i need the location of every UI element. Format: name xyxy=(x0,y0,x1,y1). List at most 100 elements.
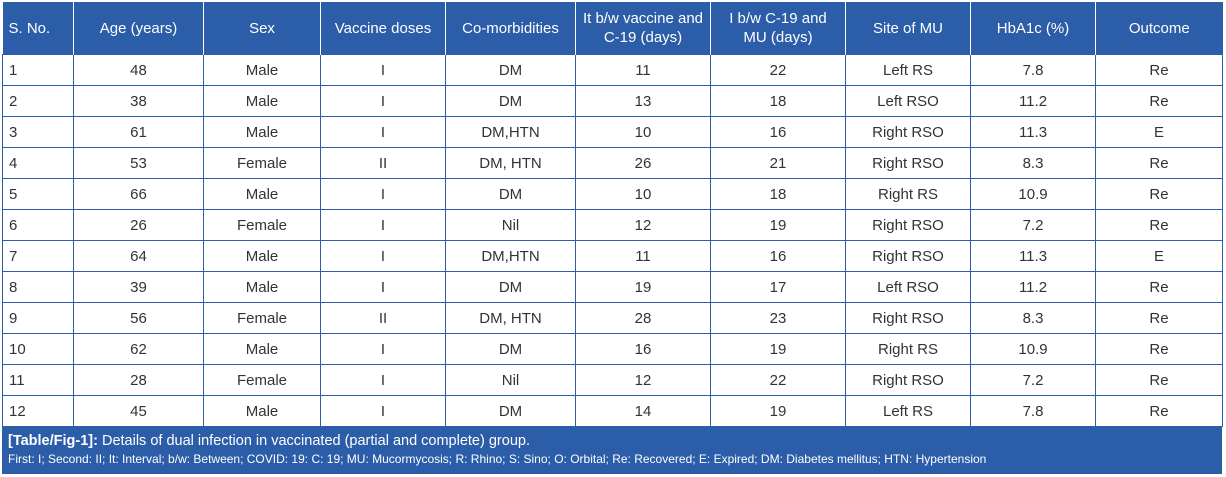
table-cell: 8.3 xyxy=(970,302,1096,334)
header-cell: Sex xyxy=(203,2,321,55)
table-cell: I xyxy=(320,116,446,148)
table-row: 10 62 Male I DM 16 19 Right RS 10.9 Re xyxy=(2,333,1223,365)
table-cell: DM xyxy=(445,395,576,427)
table-cell: Male xyxy=(203,178,321,210)
table-cell: 7.2 xyxy=(970,209,1096,241)
table-row: 8 39 Male I DM 19 17 Left RSO 11.2 Re xyxy=(2,271,1223,303)
table-cell: 11.2 xyxy=(970,271,1096,303)
table-cell: 13 xyxy=(575,85,711,117)
header-row: S. No. Age (years) Sex Vaccine doses Co-morb… xyxy=(2,2,1223,55)
table-cell: 21 xyxy=(710,147,846,179)
table-cell: Nil xyxy=(445,209,576,241)
table-cell: 7 xyxy=(2,240,74,272)
table-cell: 12 xyxy=(575,209,711,241)
table-cell: 45 xyxy=(73,395,204,427)
table-cell: E xyxy=(1095,116,1223,148)
table-cell: 16 xyxy=(710,116,846,148)
table-cell: I xyxy=(320,364,446,396)
table-cell: 11 xyxy=(575,240,711,272)
table-cell: 48 xyxy=(73,54,204,86)
table-cell: 1 xyxy=(2,54,74,86)
table-cell: I xyxy=(320,395,446,427)
table-cell: Female xyxy=(203,364,321,396)
table-cell: Right RSO xyxy=(845,240,971,272)
header-cell: Site of MU xyxy=(845,2,971,55)
table-cell: Male xyxy=(203,116,321,148)
table-cell: 18 xyxy=(710,85,846,117)
table-cell: I xyxy=(320,271,446,303)
header-cell: Age (years) xyxy=(73,2,204,55)
table-cell: Nil xyxy=(445,364,576,396)
table-row: 12 45 Male I DM 14 19 Left RS 7.8 Re xyxy=(2,395,1223,427)
table-cell: Female xyxy=(203,302,321,334)
caption-text: Details of dual infection in vaccinated … xyxy=(97,433,530,449)
table-cell: 18 xyxy=(710,178,846,210)
table-cell: Re xyxy=(1095,333,1223,365)
table-cell: 11 xyxy=(575,54,711,86)
header-cell: S. No. xyxy=(2,2,74,55)
table-cell: Right RSO xyxy=(845,147,971,179)
table-row: 3 61 Male I DM,HTN 10 16 Right RSO 11.3 E xyxy=(2,116,1223,148)
table-cell: 10 xyxy=(2,333,74,365)
table-cell: 7.8 xyxy=(970,54,1096,86)
header-cell: It b/w vaccine and C-19 (days) xyxy=(575,2,711,55)
table-cell: DM xyxy=(445,85,576,117)
table-cell: DM xyxy=(445,271,576,303)
table-cell: 12 xyxy=(575,364,711,396)
table-cell: 19 xyxy=(575,271,711,303)
table-cell: Male xyxy=(203,395,321,427)
table-cell: Right RSO xyxy=(845,116,971,148)
table-cell: 16 xyxy=(710,240,846,272)
table-cell: 2 xyxy=(2,85,74,117)
table-cell: 8 xyxy=(2,271,74,303)
table-cell: Right RSO xyxy=(845,302,971,334)
table-row: 11 28 Female I Nil 12 22 Right RSO 7.2 Re xyxy=(2,364,1223,396)
table-cell: 6 xyxy=(2,209,74,241)
table-cell: 10.9 xyxy=(970,178,1096,210)
table-cell: Left RS xyxy=(845,54,971,86)
table-cell: II xyxy=(320,147,446,179)
table-cell: 17 xyxy=(710,271,846,303)
table-row: 2 38 Male I DM 13 18 Left RSO 11.2 Re xyxy=(2,85,1223,117)
table-cell: I xyxy=(320,209,446,241)
table-cell: 66 xyxy=(73,178,204,210)
caption: [Table/Fig-1]: Details of dual infection… xyxy=(2,427,1222,474)
table-cell: 5 xyxy=(2,178,74,210)
table-cell: 12 xyxy=(2,395,74,427)
table: S. No. Age (years) Sex Vaccine doses Co-morb… xyxy=(2,2,1223,427)
table-cell: Re xyxy=(1095,178,1223,210)
table-cell: DM xyxy=(445,178,576,210)
table-body: 1 48 Male I DM 11 22 Left RS 7.8 Re 2 38 Male I DM 13 18… xyxy=(2,54,1223,427)
table-cell: 64 xyxy=(73,240,204,272)
table-cell: 9 xyxy=(2,302,74,334)
table-cell: Re xyxy=(1095,395,1223,427)
table-cell: 16 xyxy=(575,333,711,365)
table-cell: 28 xyxy=(73,364,204,396)
table-cell: 7.8 xyxy=(970,395,1096,427)
table-cell: 22 xyxy=(710,364,846,396)
table-cell: 28 xyxy=(575,302,711,334)
table-cell: Left RS xyxy=(845,395,971,427)
table-cell: E xyxy=(1095,240,1223,272)
table-cell: Male xyxy=(203,240,321,272)
table-cell: 11.2 xyxy=(970,85,1096,117)
table-row: 7 64 Male I DM,HTN 11 16 Right RSO 11.3 E xyxy=(2,240,1223,272)
caption-label: [Table/Fig-1]: xyxy=(8,433,98,449)
table-cell: I xyxy=(320,333,446,365)
table-row: 4 53 Female II DM, HTN 26 21 Right RSO 8.3 Re xyxy=(2,147,1223,179)
table-cell: DM,HTN xyxy=(445,116,576,148)
table-cell: Re xyxy=(1095,147,1223,179)
header-cell: Vaccine doses xyxy=(320,2,446,55)
table-cell: Right RS xyxy=(845,178,971,210)
table-cell: I xyxy=(320,240,446,272)
table-cell: 39 xyxy=(73,271,204,303)
table-row: 6 26 Female I Nil 12 19 Right RSO 7.2 Re xyxy=(2,209,1223,241)
header-cell: HbA1c (%) xyxy=(970,2,1096,55)
footnote: First: I; Second: II; It: Interval; b/w:… xyxy=(8,452,987,466)
table-cell: I xyxy=(320,85,446,117)
table-cell: Right RSO xyxy=(845,364,971,396)
table-cell: 22 xyxy=(710,54,846,86)
table-cell: DM, HTN xyxy=(445,147,576,179)
